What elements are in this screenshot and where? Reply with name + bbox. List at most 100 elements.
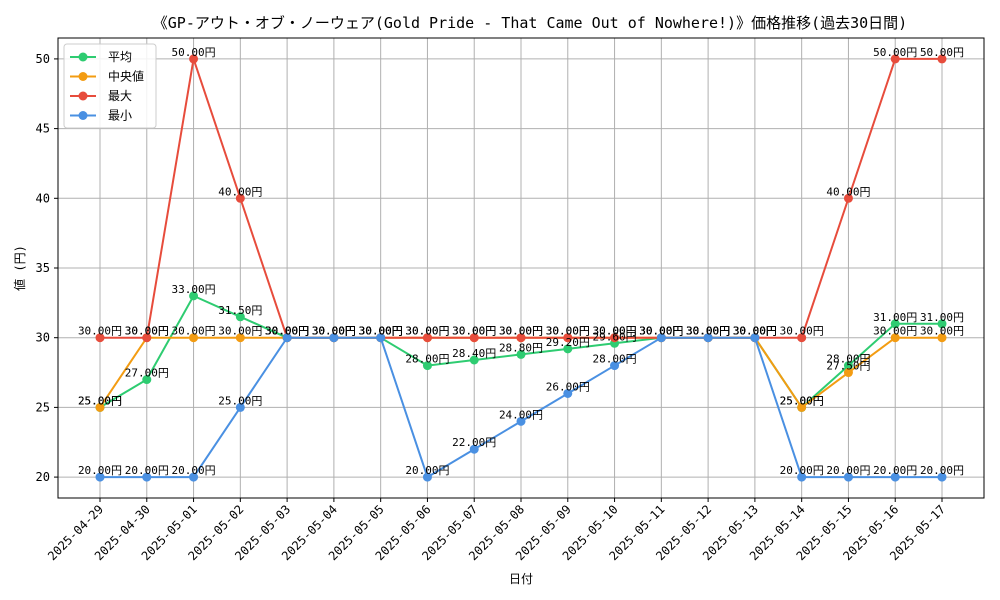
data-label: 27.00円	[125, 367, 169, 380]
data-point	[843, 472, 853, 482]
data-point	[937, 472, 947, 482]
y-tick-label: 45	[36, 122, 50, 136]
data-label: 22.00円	[452, 436, 496, 449]
data-label: 20.00円	[171, 464, 215, 477]
data-point	[516, 416, 526, 426]
data-label: 30.00円	[312, 325, 356, 338]
data-label: 30.00円	[452, 325, 496, 338]
data-label: 30.00円	[733, 325, 777, 338]
y-tick-label: 20	[36, 470, 50, 484]
data-point	[282, 333, 292, 343]
data-point	[469, 333, 479, 343]
data-label: 40.00円	[218, 185, 262, 198]
data-point	[422, 333, 432, 343]
data-label: 30.00円	[499, 325, 543, 338]
data-label: 50.00円	[920, 46, 964, 59]
data-label: 30.00円	[499, 325, 543, 338]
data-point	[189, 472, 199, 482]
data-label: 30.00円	[78, 325, 122, 338]
data-label: 40.00円	[826, 185, 870, 198]
data-label: 30.00円	[265, 325, 309, 338]
data-point	[142, 472, 152, 482]
data-label: 30.00円	[873, 325, 917, 338]
data-label: 28.40円	[452, 347, 496, 360]
data-label: 30.00円	[359, 325, 403, 338]
y-tick-label: 25	[36, 400, 50, 414]
data-label: 31.00円	[873, 311, 917, 324]
data-label: 30.00円	[592, 325, 636, 338]
data-label: 30.00円	[733, 325, 777, 338]
data-point	[469, 444, 479, 454]
legend-box	[63, 43, 157, 129]
legend-label: 平均	[108, 50, 132, 64]
data-label: 30.00円	[546, 325, 590, 338]
data-label: 30.00円	[218, 325, 262, 338]
data-label: 30.00円	[312, 325, 356, 338]
data-point	[563, 344, 573, 354]
data-label: 20.00円	[405, 464, 449, 477]
data-point	[610, 333, 620, 343]
data-label: 25.00円	[78, 394, 122, 407]
data-label: 50.00円	[171, 46, 215, 59]
data-label: 30.00円	[546, 325, 590, 338]
data-point	[797, 333, 807, 343]
data-label: 50.00円	[873, 46, 917, 59]
data-point	[189, 333, 199, 343]
data-label: 25.00円	[218, 394, 262, 407]
data-point	[797, 402, 807, 412]
data-label: 20.00円	[873, 464, 917, 477]
data-label: 26.00円	[546, 380, 590, 393]
data-label: 30.00円	[312, 325, 356, 338]
data-label: 33.00円	[171, 283, 215, 296]
data-point	[235, 193, 245, 203]
data-label: 27.50円	[826, 360, 870, 373]
data-label: 30.00円	[686, 325, 730, 338]
y-tick-label: 50	[36, 52, 50, 66]
data-label: 30.00円	[312, 325, 356, 338]
chart-title: 《GP-アウト・オブ・ノーウェア(Gold Pride - That Came …	[153, 14, 907, 32]
data-point	[95, 472, 105, 482]
data-point	[890, 472, 900, 482]
data-label: 30.00円	[359, 325, 403, 338]
data-label: 25.00円	[78, 394, 122, 407]
data-point	[329, 333, 339, 343]
data-point	[750, 333, 760, 343]
data-label: 30.00円	[171, 325, 215, 338]
legend-label: 中央値	[108, 69, 144, 84]
data-label: 30.00円	[125, 325, 169, 338]
legend-label: 最大	[108, 89, 132, 103]
legend-swatch-marker	[78, 52, 88, 62]
data-label: 24.00円	[499, 408, 543, 421]
data-label: 20.00円	[78, 464, 122, 477]
data-label: 30.00円	[592, 325, 636, 338]
data-label: 30.00円	[733, 325, 777, 338]
data-label: 30.00円	[686, 325, 730, 338]
data-label: 30.00円	[639, 325, 683, 338]
data-label: 30.00円	[639, 325, 683, 338]
data-point	[937, 333, 947, 343]
data-point	[376, 333, 386, 343]
x-axis-title: 日付	[509, 572, 533, 586]
data-point	[703, 333, 713, 343]
series-layer	[95, 54, 947, 482]
data-point	[142, 333, 152, 343]
data-point	[890, 54, 900, 64]
data-point	[235, 333, 245, 343]
data-point	[937, 54, 947, 64]
data-label: 30.00円	[405, 325, 449, 338]
y-tick-label: 35	[36, 261, 50, 275]
data-point	[937, 319, 947, 329]
data-point	[656, 333, 666, 343]
data-label: 20.00円	[780, 464, 824, 477]
data-point	[189, 54, 199, 64]
data-label: 30.00円	[686, 325, 730, 338]
data-point	[563, 333, 573, 343]
data-label: 25.00円	[780, 394, 824, 407]
data-label: 30.00円	[265, 325, 309, 338]
data-point	[516, 349, 526, 359]
data-label: 30.00円	[639, 325, 683, 338]
data-label: 20.00円	[826, 464, 870, 477]
y-tick-label: 40	[36, 191, 50, 205]
